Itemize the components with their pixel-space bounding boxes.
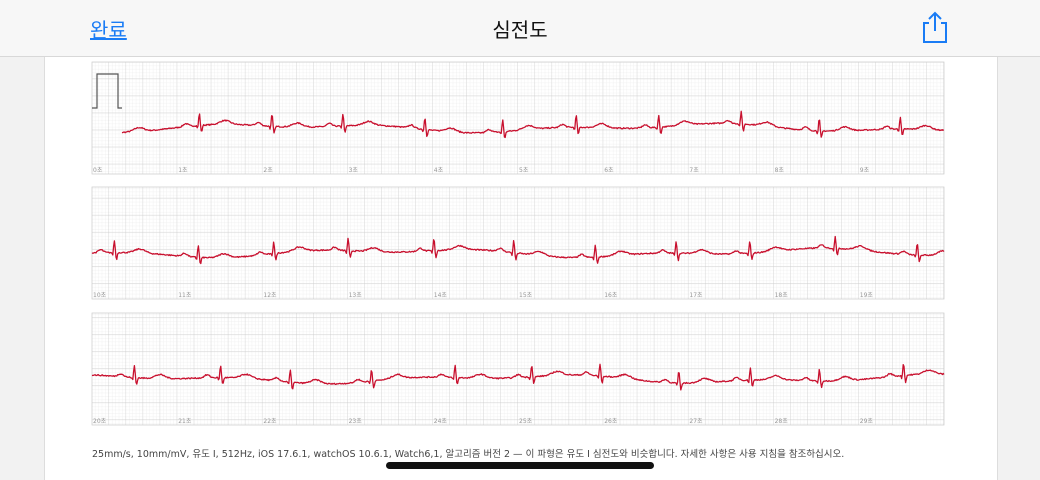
time-label: 19초: [860, 292, 874, 299]
footer-note: 25mm/s, 10mm/mV, 유도 I, 512Hz, iOS 17.6.1…: [92, 449, 845, 460]
nav-title: 심전도: [492, 18, 548, 42]
nav-bar: 완료 심전도: [0, 0, 1040, 57]
ecg-strips: 0초 1초 2초 3초 4초 5초 6초 7초 8초 9초 10초 11초 12초 13초 14초 15초 16…: [91, 61, 945, 426]
time-label: 28초: [775, 418, 789, 425]
time-label: 25초: [519, 418, 533, 425]
time-label: 16초: [604, 292, 618, 299]
time-label: 5초: [519, 167, 529, 174]
time-label: 9초: [860, 167, 870, 174]
time-label: 22초: [263, 418, 277, 425]
time-label: 7초: [689, 167, 699, 174]
ecg-waveform: [121, 110, 945, 139]
time-label: 23초: [349, 418, 363, 425]
time-label: 8초: [775, 167, 785, 174]
ecg-grid: [91, 312, 945, 426]
time-label: 13초: [349, 292, 363, 299]
time-label: 21초: [178, 418, 192, 425]
time-label: 26초: [604, 418, 618, 425]
time-label: 27초: [689, 418, 703, 425]
time-label: 3초: [349, 167, 359, 174]
time-label: 11초: [178, 292, 192, 299]
ecg-waveform: [91, 363, 945, 391]
time-label: 18초: [775, 292, 789, 299]
ecg-waveform: [91, 235, 945, 265]
time-label: 2초: [263, 167, 273, 174]
time-label: 1초: [178, 167, 188, 174]
time-label: 6초: [604, 167, 614, 174]
done-button[interactable]: 완료: [90, 18, 127, 42]
time-label: 29초: [860, 418, 874, 425]
time-label: 17초: [689, 292, 703, 299]
time-label: 14초: [434, 292, 448, 299]
time-label: 0초: [93, 167, 103, 174]
ecg-grid: [91, 186, 945, 300]
calibration-pulse: [92, 73, 122, 109]
ecg-grid: [91, 61, 945, 175]
time-label: 24초: [434, 418, 448, 425]
time-label: 4초: [434, 167, 444, 174]
time-label: 10초: [93, 292, 107, 299]
time-label: 15초: [519, 292, 533, 299]
home-indicator: [386, 462, 654, 469]
share-button[interactable]: [920, 10, 950, 44]
time-label: 12초: [263, 292, 277, 299]
time-label: 20초: [93, 418, 107, 425]
